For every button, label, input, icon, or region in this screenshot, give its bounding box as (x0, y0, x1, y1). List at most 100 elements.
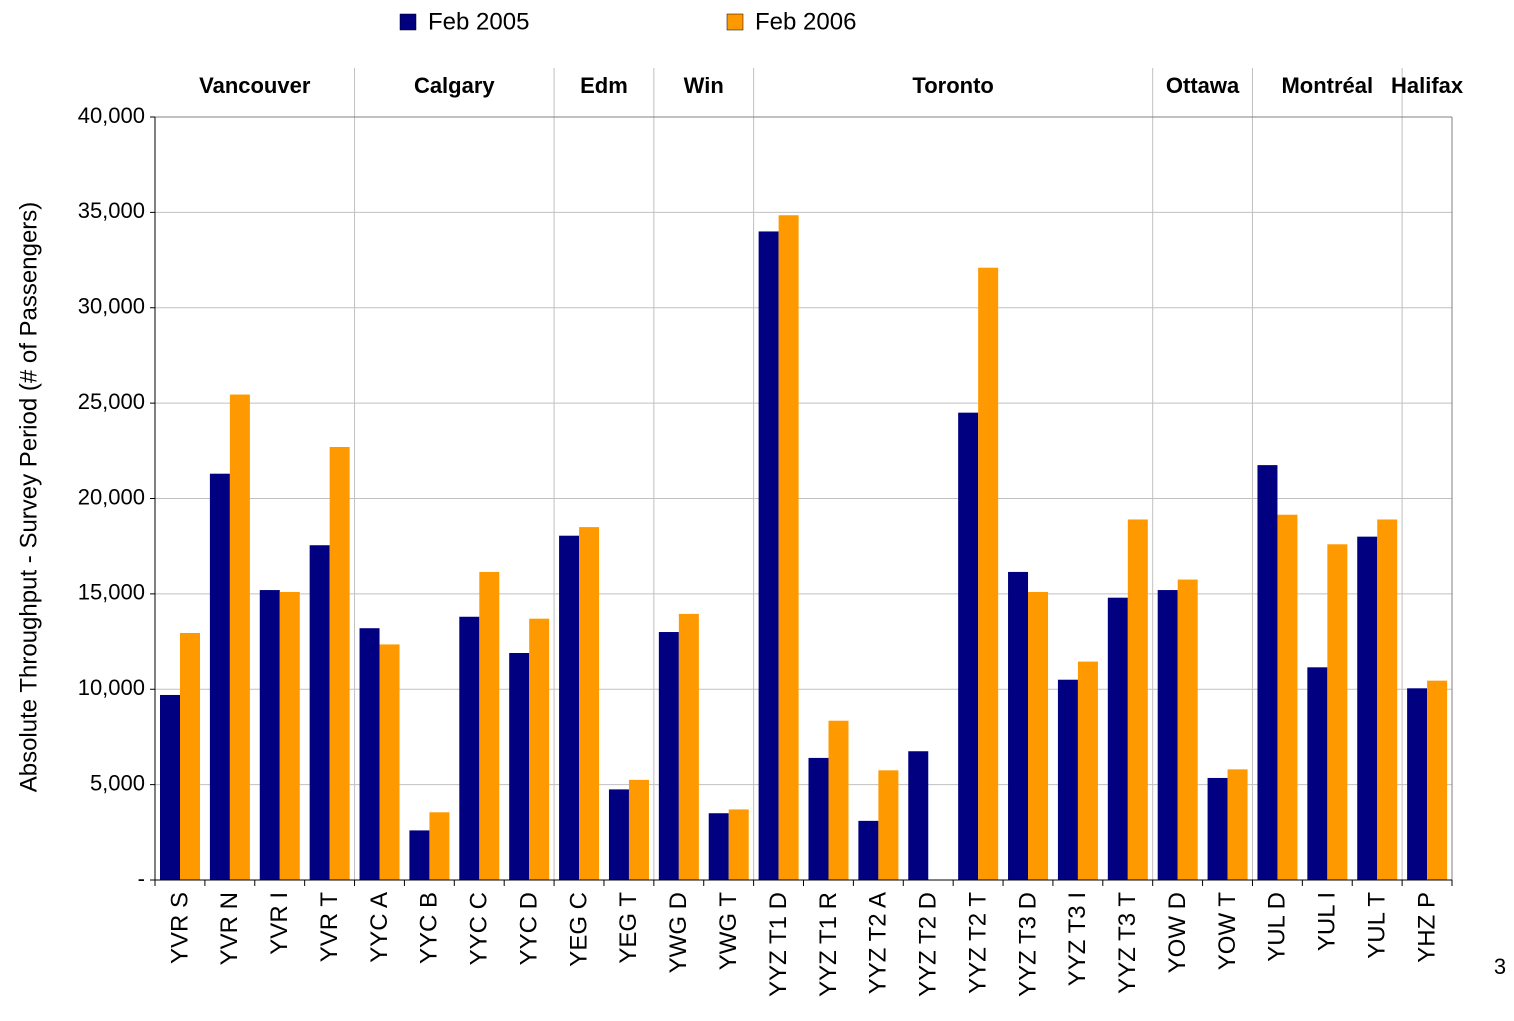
x-tick-label: YYC B (416, 892, 443, 964)
bar (1008, 571, 1029, 880)
bar (958, 412, 979, 880)
x-tick-label: YYZ T1 R (815, 892, 842, 997)
bar (479, 571, 500, 880)
x-tick-label: YEG C (565, 892, 592, 967)
page-number: 3 (1494, 954, 1506, 979)
bar (858, 820, 879, 880)
legend-label: Feb 2005 (428, 8, 529, 35)
bar (608, 789, 629, 880)
bar (429, 812, 450, 880)
x-tick-label: YYZ T3 D (1014, 892, 1041, 997)
bar (459, 616, 480, 880)
bar (180, 632, 200, 880)
bar (279, 591, 300, 880)
bar (259, 590, 280, 880)
y-tick-label: 30,000 (78, 294, 145, 319)
group-label: Win (684, 73, 724, 98)
x-tick-label: YYZ T3 T (1114, 892, 1141, 994)
x-tick-label: YHZ P (1413, 892, 1440, 963)
bar (359, 628, 380, 880)
x-tick-label: YUL I (1314, 892, 1341, 951)
x-tick-label: YOW T (1214, 892, 1241, 971)
x-tick-label: YUL T (1364, 892, 1391, 959)
bar (559, 535, 580, 880)
bar (1257, 465, 1278, 880)
x-tick-label: YYC D (515, 892, 542, 965)
bar (209, 473, 230, 880)
x-tick-label: YUL D (1264, 892, 1291, 962)
x-tick-label: YYZ T2 T (964, 892, 991, 994)
x-tick-label: YYC A (366, 892, 393, 963)
x-tick-label: YOW D (1164, 892, 1191, 973)
x-tick-label: YVR S (166, 892, 193, 964)
x-tick-label: YYZ T2 D (915, 892, 942, 997)
bar (309, 545, 330, 880)
bar (1377, 519, 1398, 880)
y-tick-label: 25,000 (78, 389, 145, 414)
x-tick-label: YYZ T2 A (865, 892, 892, 994)
bar (878, 770, 899, 880)
bar (1427, 680, 1448, 880)
x-tick-label: YEG T (615, 892, 642, 964)
x-tick-label: YYZ T1 D (765, 892, 792, 997)
bar (1357, 536, 1378, 880)
y-tick-label: 15,000 (78, 580, 145, 605)
bar (1277, 514, 1298, 880)
bar (978, 267, 999, 880)
bar (658, 632, 679, 880)
bar (1057, 679, 1078, 880)
bar (1307, 667, 1328, 880)
bar (329, 446, 350, 880)
bar (1127, 519, 1148, 880)
bar (828, 720, 849, 880)
bar (579, 527, 600, 880)
legend-swatch (399, 13, 417, 31)
bar (758, 231, 779, 880)
y-axis-label: Absolute Throughput - Survey Period (# o… (15, 202, 42, 793)
bar (379, 644, 400, 880)
bar (778, 215, 799, 880)
bar (509, 653, 530, 880)
bar (1157, 590, 1178, 880)
group-label: Edm (580, 73, 628, 98)
group-label: Vancouver (199, 73, 311, 98)
y-tick-label: - (138, 866, 145, 891)
bar (908, 751, 929, 880)
bar (160, 694, 180, 880)
bar (728, 809, 749, 880)
legend-label: Feb 2006 (755, 8, 856, 35)
group-label: Ottawa (1166, 73, 1240, 98)
bar (1227, 769, 1248, 880)
bar (229, 394, 250, 880)
bar (1107, 597, 1128, 880)
bar (628, 779, 649, 880)
group-label: Halifax (1391, 73, 1464, 98)
group-label: Toronto (912, 73, 993, 98)
bar (1327, 544, 1348, 880)
x-tick-label: YYC C (466, 892, 493, 965)
bar (529, 618, 550, 880)
x-tick-label: YWG D (665, 892, 692, 973)
group-label: Montréal (1281, 73, 1373, 98)
legend-swatch (726, 13, 744, 31)
bar (1177, 579, 1198, 880)
bar (708, 813, 729, 880)
y-tick-label: 20,000 (78, 484, 145, 509)
bar (678, 613, 699, 880)
y-tick-label: 35,000 (78, 198, 145, 223)
x-tick-label: YYZ T3 I (1064, 892, 1091, 986)
y-tick-label: 5,000 (90, 770, 145, 795)
bar (1407, 688, 1428, 880)
bar (1077, 661, 1098, 880)
bar (808, 757, 829, 880)
bar (1207, 777, 1228, 880)
y-tick-label: 40,000 (78, 103, 145, 128)
x-tick-label: YVR N (216, 892, 243, 965)
x-tick-label: YWG T (715, 892, 742, 971)
group-label: Calgary (414, 73, 495, 98)
bar (1028, 591, 1049, 880)
y-tick-label: 10,000 (78, 675, 145, 700)
x-tick-label: YVR I (266, 892, 293, 955)
x-tick-label: YVR T (316, 892, 343, 963)
